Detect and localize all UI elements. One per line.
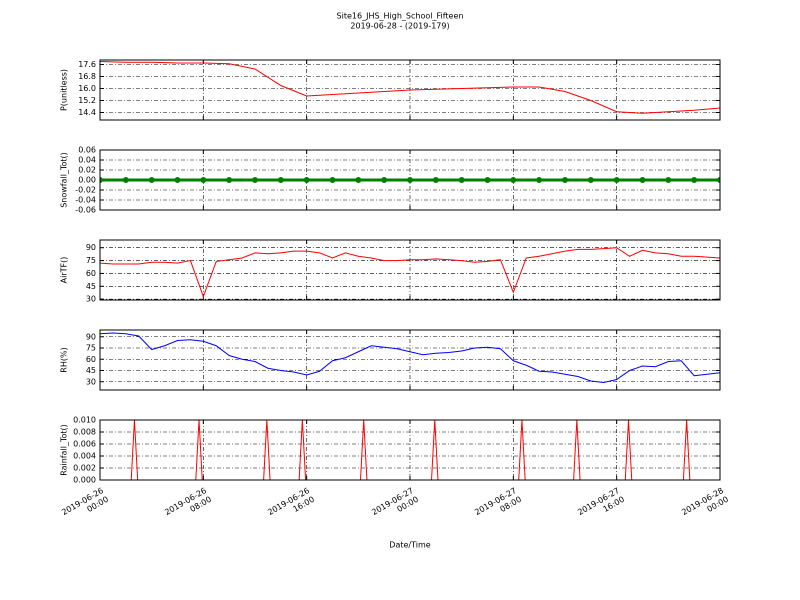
y-tick-label: 60	[86, 355, 96, 364]
data-point	[381, 177, 388, 183]
data-point	[277, 177, 284, 183]
y-axis-label: Snowfall_Tot()	[60, 152, 69, 208]
data-point	[226, 177, 233, 183]
y-tick-label: 0.02	[78, 166, 96, 175]
y-axis-label: RH(%)	[60, 347, 69, 372]
y-tick-label: -0.04	[75, 196, 96, 205]
axes-frame	[99, 329, 721, 391]
y-tick-label: 15.2	[78, 96, 96, 105]
data-point	[639, 177, 646, 183]
data-line	[100, 420, 720, 480]
y-tick-label: 60	[86, 269, 96, 278]
y-tick-label: 75	[86, 344, 96, 353]
data-point	[355, 177, 362, 183]
y-tick-label: 90	[86, 243, 96, 252]
y-tick-label: 0.06	[78, 146, 96, 155]
y-tick-label: 16.0	[78, 84, 96, 93]
data-point	[587, 177, 594, 183]
data-point	[536, 177, 543, 183]
data-point	[200, 177, 207, 183]
data-point	[432, 177, 439, 183]
y-tick-label: 0.010	[73, 416, 96, 425]
data-line	[100, 332, 720, 384]
y-tick-label: 0.004	[73, 452, 96, 461]
data-point	[329, 177, 336, 183]
data-point	[407, 177, 413, 183]
y-tick-label: 30	[86, 295, 96, 304]
data-point	[174, 177, 181, 183]
chart-title: Site16_JHS_High_School_Fifteen	[337, 12, 464, 21]
y-tick-label: 14.4	[78, 108, 96, 117]
data-point	[458, 177, 465, 183]
y-axis-label: Rainfall_Tot()	[60, 424, 69, 476]
data-point	[691, 177, 698, 183]
data-point	[252, 177, 258, 183]
data-point	[148, 177, 155, 183]
axes-frame	[99, 419, 721, 481]
data-point	[122, 177, 129, 183]
y-axis-label: P(unitless)	[60, 69, 69, 111]
y-tick-label: 0.000	[73, 476, 96, 485]
y-axis-label: AirTF()	[60, 257, 69, 284]
y-tick-label: -0.02	[75, 186, 96, 195]
data-line	[100, 61, 720, 114]
y-tick-label: 30	[86, 377, 96, 386]
axes-frame	[99, 239, 721, 301]
data-point	[303, 177, 310, 183]
y-tick-label: 90	[86, 332, 96, 341]
data-point	[100, 177, 103, 183]
y-tick-label: 0.002	[73, 464, 96, 473]
y-tick-label: 0.006	[73, 440, 96, 449]
y-tick-label: 16.8	[78, 72, 96, 81]
chart-subtitle: 2019-06-28 - (2019-179)	[350, 22, 449, 31]
data-line	[100, 247, 720, 299]
y-tick-label: 0.00	[78, 176, 96, 185]
y-tick-label: 0.04	[78, 156, 96, 165]
data-point	[665, 177, 672, 183]
y-tick-label: 75	[86, 256, 96, 265]
data-point	[717, 177, 720, 183]
data-point	[510, 177, 517, 183]
data-point	[562, 177, 568, 183]
y-tick-label: -0.06	[75, 206, 96, 215]
data-point	[613, 177, 620, 183]
y-tick-label: 0.008	[73, 428, 96, 437]
y-tick-label: 17.6	[78, 60, 96, 69]
y-tick-label: 45	[86, 282, 96, 291]
axes-frame	[99, 59, 721, 121]
x-axis-label: Date/Time	[389, 541, 430, 550]
y-tick-label: 45	[86, 366, 96, 375]
axes-frame	[99, 149, 721, 211]
data-point	[484, 177, 491, 183]
